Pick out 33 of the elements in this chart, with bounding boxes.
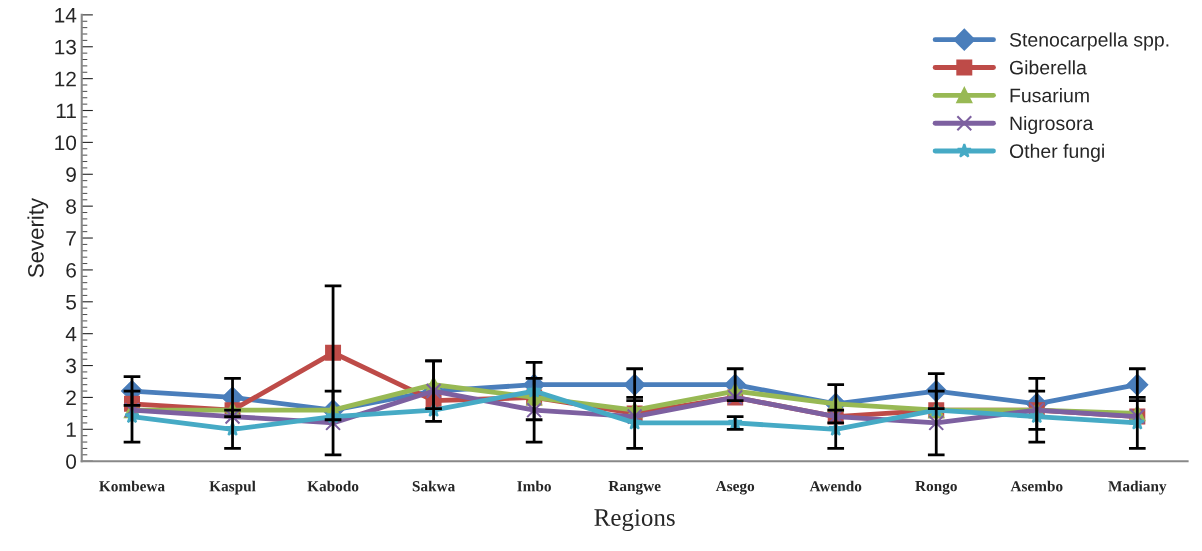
x-tick-label: Awendo <box>809 480 862 492</box>
y-tick-label: 13 <box>55 39 76 55</box>
x-tick-label: Madiany <box>1108 480 1167 495</box>
x-tick-label: Sakwa <box>412 480 456 492</box>
x-tick-label: Asembo <box>1010 480 1063 492</box>
legend-label: Nigrosora <box>1010 115 1094 135</box>
y-tick-label: 10 <box>55 135 77 151</box>
legend-label: Fusarium <box>1010 88 1089 103</box>
y-tick-label: 7 <box>66 231 76 246</box>
x-tick-label: Rangwe <box>608 481 661 495</box>
y-tick-label: 1 <box>66 422 76 437</box>
y-tick-label: 11 <box>56 103 76 119</box>
y-tick-label: 12 <box>55 71 76 87</box>
y-tick-label: 3 <box>66 358 76 374</box>
x-tick-label: Asego <box>715 481 755 495</box>
y-tick-label: 9 <box>66 167 76 183</box>
x-tick-label: Kombewa <box>99 480 165 492</box>
x-tick-label: Kabodo <box>307 480 359 492</box>
y-tick-label: 4 <box>65 326 77 342</box>
y-axis-title: Severity <box>27 197 49 278</box>
y-tick-label: 5 <box>66 295 76 310</box>
y-tick-label: 8 <box>66 199 76 214</box>
y-tick-label: 6 <box>66 262 76 278</box>
y-tick-label: 14 <box>55 8 77 23</box>
x-axis-title: Regions <box>594 509 675 532</box>
x-tick-label: Imbo <box>517 480 551 492</box>
x-tick-label: Kaspul <box>209 480 256 495</box>
x-tick-label: Rongo <box>915 481 957 495</box>
y-tick-label: 2 <box>66 390 76 405</box>
y-tick-label: 0 <box>66 454 77 469</box>
legend-label: Giberella <box>1010 60 1087 75</box>
legend-label: Other fungi <box>1009 143 1104 162</box>
legend-label: Stenocarpella spp. <box>1009 32 1169 51</box>
